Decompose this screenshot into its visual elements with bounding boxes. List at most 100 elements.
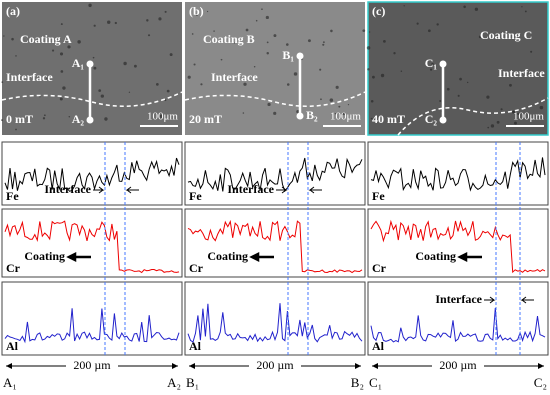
particle	[474, 7, 479, 11]
interface-line	[184, 91, 366, 107]
scan-signal	[4, 157, 180, 192]
particle	[400, 70, 403, 72]
element-label: Cr	[189, 261, 204, 275]
scan-signal	[370, 157, 546, 192]
end-label: B₂	[351, 375, 364, 390]
scan-box	[184, 141, 366, 206]
coating-annotation: Coating	[207, 249, 248, 263]
particle	[147, 34, 151, 37]
particle	[367, 68, 370, 71]
panel-label: (a)	[6, 4, 20, 18]
label-bg	[432, 359, 484, 373]
point-label: A₂	[72, 112, 85, 126]
particle	[242, 112, 245, 114]
coating-label: Coating A	[20, 32, 72, 46]
scan-box	[367, 208, 549, 278]
particle	[98, 89, 102, 92]
particle	[500, 108, 503, 111]
particle	[370, 99, 374, 103]
particle	[11, 37, 14, 41]
particle	[159, 114, 163, 118]
particle	[213, 30, 215, 32]
particle	[380, 73, 385, 78]
scan-signal	[187, 303, 363, 343]
particle	[517, 112, 520, 115]
particle	[496, 120, 500, 124]
element-label: Cr	[372, 261, 387, 275]
particle	[459, 77, 462, 81]
particle	[133, 64, 137, 68]
particle	[347, 103, 350, 106]
element-label: Al	[372, 339, 385, 353]
label-bg	[66, 359, 118, 373]
scan-signal	[187, 157, 363, 193]
particle	[427, 29, 431, 33]
particle	[322, 41, 325, 44]
scan-box	[367, 141, 549, 206]
particle	[416, 22, 419, 25]
particle	[92, 56, 95, 59]
particle	[267, 102, 271, 107]
particle	[243, 82, 247, 86]
particle	[253, 66, 256, 68]
particle	[334, 113, 337, 115]
coating-label: Coating C	[480, 28, 532, 42]
scan-signal	[187, 219, 363, 274]
arrow	[93, 186, 139, 194]
interface-annotation: Interface	[44, 182, 91, 196]
particle	[60, 70, 64, 73]
point-label: C₁	[425, 56, 438, 70]
particle	[59, 52, 64, 56]
coating-annotation: Coating	[415, 249, 456, 263]
scan-box	[1, 281, 183, 356]
scan-signal	[370, 219, 546, 274]
particle	[273, 34, 277, 38]
particle	[439, 100, 442, 103]
particle	[490, 124, 495, 128]
interface-annotation: Interface	[435, 292, 482, 306]
interface-label: Interface	[6, 70, 53, 84]
particle	[368, 31, 371, 33]
particle	[329, 98, 334, 102]
interface-line	[397, 97, 549, 136]
particle	[114, 21, 117, 25]
scale-label: 100μm	[513, 111, 544, 123]
point-label: C₂	[425, 112, 438, 126]
particle	[286, 83, 290, 86]
particle	[104, 117, 108, 121]
scan-box	[1, 208, 183, 278]
element-label: Cr	[6, 261, 21, 275]
particle	[51, 49, 55, 52]
particle	[42, 117, 46, 120]
particle	[233, 42, 236, 44]
element-label: Al	[6, 339, 19, 353]
particle	[15, 55, 17, 57]
particle	[478, 35, 482, 39]
interface-annotation: Interface	[227, 182, 274, 196]
particle	[486, 95, 490, 99]
particle	[67, 45, 71, 49]
particle	[273, 111, 277, 115]
particle	[107, 20, 111, 24]
particle	[169, 53, 173, 57]
coating-annotation: Coating	[24, 249, 65, 263]
particle	[338, 105, 341, 108]
particle	[431, 62, 434, 66]
interface-line	[1, 91, 183, 107]
particle	[206, 10, 209, 13]
scan-point	[86, 60, 94, 68]
particle	[285, 43, 289, 46]
particle	[68, 116, 71, 118]
element-label: Al	[189, 339, 202, 353]
element-label: Fe	[372, 189, 385, 203]
arrow	[457, 251, 482, 263]
particle	[261, 8, 263, 10]
particle	[429, 68, 433, 71]
particle	[466, 81, 469, 84]
particle	[446, 87, 450, 91]
particle	[193, 63, 196, 66]
scale-label: 100μm	[147, 111, 178, 123]
particle	[372, 14, 375, 16]
particle	[187, 75, 191, 79]
scan-signal	[370, 308, 546, 343]
